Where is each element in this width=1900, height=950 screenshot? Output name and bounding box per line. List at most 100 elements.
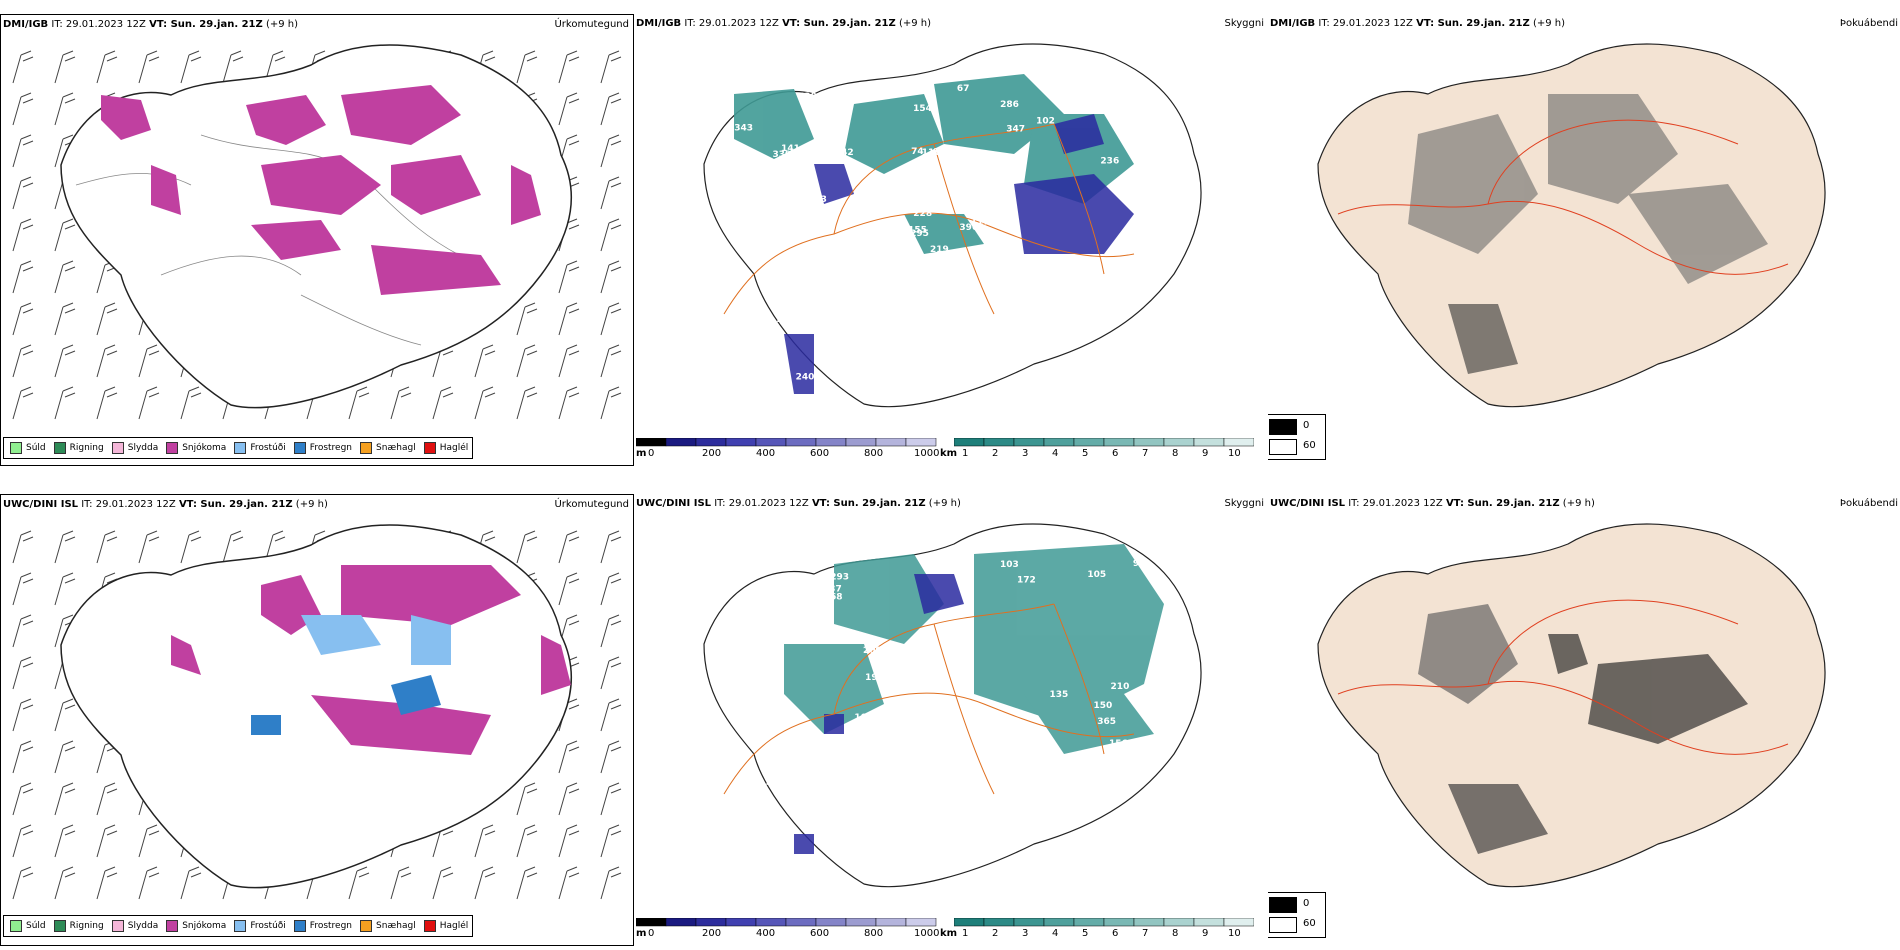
cloud-base-label: 213 [1010,271,1029,281]
legend-swatch [53,442,66,454]
panel-name-2c: Þokuábendi [1839,498,1898,509]
wind-barb [12,302,34,336]
cloud-base-label: 135 [1050,690,1069,700]
wind-barb [54,302,76,336]
wind-barb [96,386,118,420]
cloud-base-label: 108 [836,364,855,374]
fog-legend-2: 0 60 [1268,892,1326,938]
cloud-base-label: 255 [1030,730,1049,740]
legend-swatch [166,442,179,454]
cloud-base-label: 154 [913,104,932,114]
cloud-base-label: 206 [757,355,776,365]
wind-barb [516,50,538,84]
wind-barb [558,386,580,420]
cloud-base-label: 85 [1012,298,1025,308]
legend-swatch [234,442,247,454]
wind-barb [54,50,76,84]
colorbar-swatch [1163,438,1195,447]
wind-barb [54,572,76,606]
cloudbase-colorbar-swatches-1 [636,438,937,447]
wind-barb [516,344,538,378]
wind-barb [54,824,76,858]
cloudbase-tick: 200 [702,928,722,939]
cloud-base-label: 120 [896,648,915,658]
cloud-base-label: 103 [1000,560,1019,570]
colorbar-swatch [954,918,985,927]
wind-barb [558,530,580,564]
cloud-base-label: 65 [766,584,779,594]
wind-barb [138,344,160,378]
snow-areas-2 [171,565,571,755]
wind-barb [12,530,34,564]
cloud-base-label: 116 [922,148,941,158]
wind-barb [600,134,622,168]
colorbar-swatch [1193,918,1225,927]
cloud-base-label: 236 [1100,156,1119,166]
cloudbase-tick: 1000 [914,928,940,939]
cloud-base-areas-1 [784,114,1134,394]
panel-header-1a: DMI/IGB IT: 29.01.2023 12Z VT: Sun. 29.j… [3,19,299,30]
legend-swatch [423,920,436,932]
cloud-base-label: 339 [772,150,791,160]
colorbar-swatch [725,438,757,447]
roads-1 [723,123,1135,315]
wind-barb [54,698,76,732]
wind-barb [600,866,622,900]
colorbar-swatch [1043,918,1075,927]
panel-name-1c: Þokuábendi [1839,18,1898,29]
legend-swatch [10,442,22,454]
colorbar-swatch [815,438,847,447]
fog-label-0: 0 [1303,420,1310,431]
cloud-base-label: 106 [854,713,873,723]
legend-item: Haglél [423,442,468,454]
cloudbase-tick: 200 [702,448,722,459]
colorbar-swatch [1103,438,1135,447]
visibility-tick: 7 [1142,448,1149,459]
wind-barb [12,344,34,378]
cloud-base-label: 131 [1108,823,1127,833]
colorbar-swatch [1193,438,1225,447]
cloud-base-label: 582 [889,792,908,802]
cloud-base-label: 138 [891,644,910,654]
wind-barb [138,866,160,900]
fog-legend-1: 0 60 [1268,414,1326,460]
wind-barb [180,530,202,564]
cloud-base-label: 228 [913,209,932,219]
wind-barb [516,530,538,564]
wind-barb [390,386,412,420]
visibility-tick: 2 [992,928,999,939]
fog-label-60: 60 [1303,440,1316,451]
cloudbase-tick: 600 [810,448,830,459]
wind-barb [96,866,118,900]
fog-roads-2 [1337,599,1789,755]
cloud-visibility-panel-2: 255 365 376 293 120 205 436 172 209 346 525 416 65 13… [634,494,1268,946]
fog-label-60: 60 [1303,918,1316,929]
panel-header-1b: DMI/IGB IT: 29.01.2023 12Z VT: Sun. 29.j… [636,18,932,29]
colorbar-swatch [983,438,1015,447]
cloudbase-colorbar-1: m 0 200 400 600 800 1000 [636,438,946,462]
wind-barb [516,866,538,900]
wind-barb [600,218,622,252]
cloud-base-label: 282 [1006,161,1025,171]
legend-item: Snæhagl [360,920,416,932]
wind-barb [558,344,580,378]
wind-barb [432,866,454,900]
cloud-base-label: 102 [1036,117,1055,127]
cloud-base-label: 343 [734,123,753,133]
colorbar-swatch [875,918,907,927]
cloud-base-label: 73 [860,184,873,194]
precip-legend-1: Súld Rigning Slydda Snjókoma Frostúði Fr… [3,437,473,459]
cloud-base-label: 301 [757,341,776,351]
wind-barb [54,260,76,294]
colorbar-swatch [695,918,727,927]
wind-barb [222,50,244,84]
cloud-visibility-panel-1: 219 339 295 301 315 152 286 293 347 396 420 335 185 3… [634,14,1268,466]
cloudbase-tick: 600 [810,928,830,939]
cloud-base-label: 525 [761,601,780,611]
wind-barb [12,698,34,732]
colorbar-swatch [695,438,727,447]
visibility-tick: 5 [1082,928,1089,939]
visibility-colorbar-swatches-2 [954,918,1254,927]
cloud-base-label: 240 [796,373,815,383]
wind-barb [600,50,622,84]
